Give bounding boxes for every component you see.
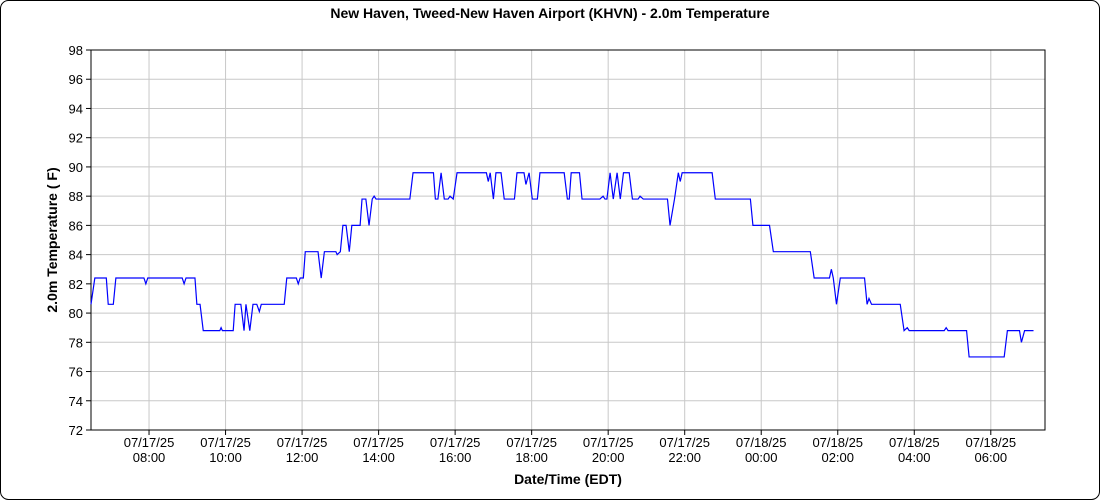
y-tick-label: 88 xyxy=(69,189,83,204)
y-tick-label: 84 xyxy=(69,248,83,263)
x-tick-label: 07/17/25 10:00 xyxy=(200,435,251,465)
y-tick-label: 94 xyxy=(69,101,83,116)
x-tick-label: 07/17/25 16:00 xyxy=(430,435,481,465)
y-tick-label: 96 xyxy=(69,72,83,87)
y-tick-label: 92 xyxy=(69,131,83,146)
y-tick-label: 72 xyxy=(69,423,83,438)
y-tick-label: 76 xyxy=(69,365,83,380)
x-tick-label: 07/18/25 06:00 xyxy=(965,435,1016,465)
x-tick-label: 07/18/25 04:00 xyxy=(889,435,940,465)
x-tick-label: 07/17/25 20:00 xyxy=(583,435,634,465)
y-tick-label: 82 xyxy=(69,277,83,292)
x-tick-label: 07/17/25 14:00 xyxy=(353,435,404,465)
x-tick-label: 07/17/25 12:00 xyxy=(277,435,328,465)
x-tick-label: 07/18/25 02:00 xyxy=(812,435,863,465)
y-axis-label: 2.0m Temperature ( F) xyxy=(44,167,60,312)
x-tick-label: 07/17/25 18:00 xyxy=(506,435,557,465)
y-tick-label: 78 xyxy=(69,335,83,350)
plot-border xyxy=(90,49,1046,431)
y-tick-label: 98 xyxy=(69,43,83,58)
x-tick-label: 07/17/25 08:00 xyxy=(124,435,175,465)
y-tick-label: 74 xyxy=(69,394,83,409)
y-tick-label: 90 xyxy=(69,160,83,175)
y-tick-label: 80 xyxy=(69,306,83,321)
y-tick-label: 86 xyxy=(69,218,83,233)
temperature-line xyxy=(90,172,1034,358)
x-axis-label: Date/Time (EDT) xyxy=(514,471,622,487)
chart-title: New Haven, Tweed-New Haven Airport (KHVN… xyxy=(330,5,769,21)
x-tick-label: 07/17/25 22:00 xyxy=(659,435,710,465)
x-tick-label: 07/18/25 00:00 xyxy=(736,435,787,465)
